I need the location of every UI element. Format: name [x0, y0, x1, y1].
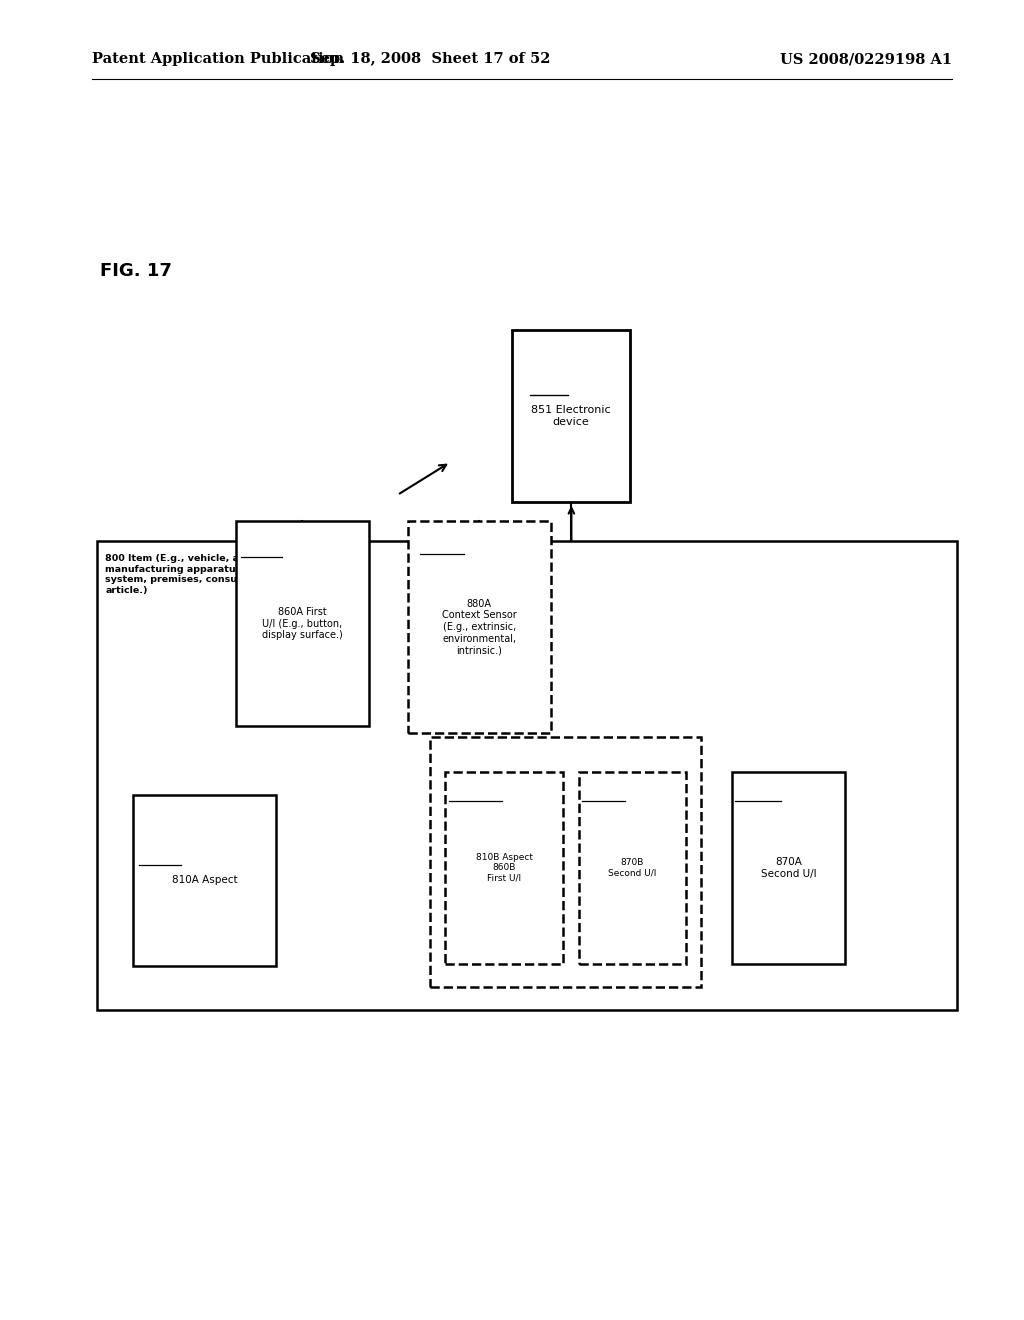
Text: 800 Item (E.g., vehicle, appliance,
manufacturing apparatus, control
system, pre: 800 Item (E.g., vehicle, appliance, manu…: [105, 554, 289, 594]
Bar: [445, 772, 563, 964]
Text: 898: 898: [473, 527, 495, 537]
Text: 880A
Context Sensor
(E.g., extrinsic,
environmental,
intrinsic.): 880A Context Sensor (E.g., extrinsic, en…: [442, 599, 516, 655]
Text: FIG. 17: FIG. 17: [100, 261, 172, 280]
Bar: [512, 330, 630, 502]
Bar: [579, 772, 686, 964]
Bar: [97, 541, 957, 1010]
Text: US 2008/0229198 A1: US 2008/0229198 A1: [780, 53, 952, 66]
Text: Sep. 18, 2008  Sheet 17 of 52: Sep. 18, 2008 Sheet 17 of 52: [310, 53, 550, 66]
Text: Patent Application Publication: Patent Application Publication: [92, 53, 344, 66]
Text: 870B
Second U/I: 870B Second U/I: [608, 858, 656, 878]
Bar: [408, 521, 551, 733]
Bar: [133, 795, 276, 966]
Bar: [732, 772, 845, 964]
Text: 870A
Second U/I: 870A Second U/I: [761, 857, 816, 879]
Text: 810A Aspect: 810A Aspect: [172, 875, 238, 886]
Text: 851 Electronic
device: 851 Electronic device: [531, 405, 610, 426]
Bar: [430, 737, 701, 987]
Text: 810B Aspect
860B
First U/I: 810B Aspect 860B First U/I: [476, 853, 532, 883]
Text: 860A First
U/I (E.g., button,
display surface.): 860A First U/I (E.g., button, display su…: [262, 607, 342, 640]
Bar: [236, 521, 369, 726]
Text: 850: 850: [377, 602, 398, 612]
